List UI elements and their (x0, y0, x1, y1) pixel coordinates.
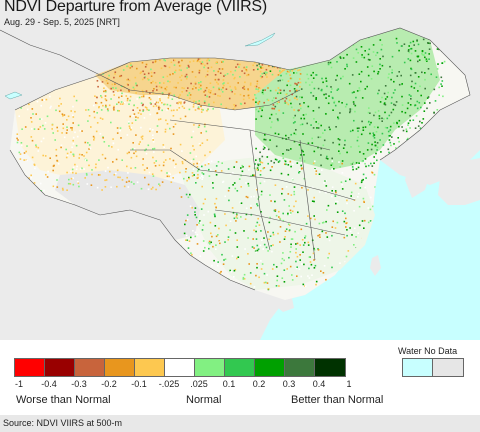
nodata-swatch (433, 359, 463, 376)
map-title: NDVI Departure from Average (VIIRS) (4, 0, 268, 15)
scale-tick-4: -0.1 (131, 379, 147, 389)
scale-tick-10: 0.4 (312, 379, 326, 389)
scale-tick-5: -.025 (158, 379, 180, 389)
scale-tick-6: .025 (190, 379, 208, 389)
admin-boundaries (0, 27, 471, 291)
scale-tick-8: 0.2 (252, 379, 266, 389)
scale-tick-9: 0.3 (282, 379, 296, 389)
legend-swatch-2 (75, 359, 105, 376)
lakes (4, 32, 276, 100)
scale-tick-3: -0.2 (101, 379, 117, 389)
worse-than-normal-label: Worse than Normal (16, 394, 111, 406)
legend-swatch-5 (165, 359, 195, 376)
color-scale (14, 358, 346, 377)
legend-swatch-6 (195, 359, 225, 376)
scale-ticks: -1 -0.4 -0.3 -0.2 -0.1 -.025 .025 0.1 0.2 0.3 0.4 1 (0, 379, 480, 391)
legend-swatch-4 (135, 359, 165, 376)
legend-swatch-8 (255, 359, 285, 376)
tibet-gray (55, 170, 200, 240)
map-date-range: Aug. 29 - Sep. 5, 2025 [NRT] (4, 17, 120, 27)
normal-label: Normal (186, 394, 222, 406)
scale-tick-2: -0.3 (71, 379, 87, 389)
scale-tick-1: -0.4 (41, 379, 57, 389)
legend-swatch-1 (45, 359, 75, 376)
better-than-normal-label: Better than Normal (291, 394, 384, 406)
water-swatch (403, 359, 433, 376)
source-note: Source: NDVI VIIRS at 500-m (0, 415, 480, 432)
legend-swatch-7 (225, 359, 255, 376)
legend-swatch-3 (105, 359, 135, 376)
legend-swatch-0 (15, 359, 45, 376)
legend-swatch-9 (285, 359, 315, 376)
hainan-island (276, 298, 294, 312)
scale-tick-11: 1 (346, 379, 352, 389)
korea-japan-land (405, 115, 480, 205)
taiwan-island (370, 255, 381, 276)
legend-swatch-10 (315, 359, 345, 376)
ndvi-departure-map (0, 0, 480, 340)
water-nodata-label: Water No Data (398, 346, 458, 356)
scale-tick-0: -1 (14, 379, 24, 389)
scale-tick-7: 0.1 (222, 379, 236, 389)
special-color-scale (402, 358, 464, 377)
